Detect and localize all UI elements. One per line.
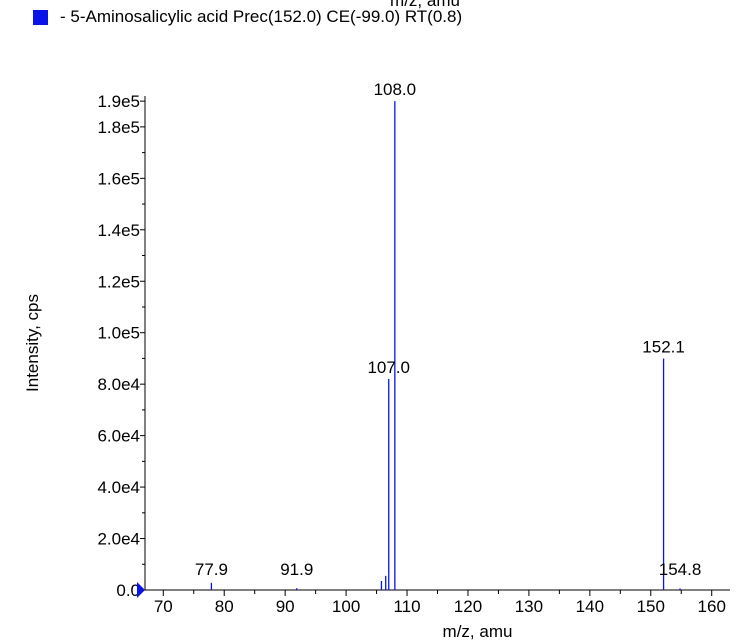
peak-label: 152.1 [642,337,685,356]
y-tick-label: 6.0e4 [97,427,140,446]
y-tick-label: 0.0 [116,581,140,600]
x-tick-label: 140 [576,597,604,616]
x-tick-label: 110 [393,597,420,616]
peak-label: 154.8 [659,560,702,579]
y-axis-title: Intensity, cps [23,294,42,392]
x-tick-label: 130 [515,597,543,616]
y-tick-label: 8.0e4 [97,375,140,394]
x-tick-label: 160 [698,597,726,616]
x-tick-label: 120 [454,597,482,616]
x-tick-label: 70 [154,597,173,616]
peak-label: 77.9 [195,560,228,579]
baseline-marker-icon [137,582,145,598]
x-tick-label: 100 [332,597,360,616]
legend-swatch [33,9,48,25]
legend: - 5-Aminosalicylic acid Prec(152.0) CE(-… [33,7,462,27]
x-tick-label: 150 [637,597,665,616]
y-tick-label: 1.0e5 [97,324,140,343]
cut-off-axis-title: m/z, amu [390,0,460,10]
y-tick-label: 1.4e5 [97,221,140,240]
legend-label: - 5-Aminosalicylic acid Prec(152.0) CE(-… [60,7,463,26]
peak-label: 108.0 [374,80,417,99]
y-tick-label: 1.2e5 [97,272,140,291]
x-tick-label: 90 [276,597,295,616]
peak-label: 107.0 [367,358,410,377]
y-tick-label: 1.8e5 [97,118,140,137]
peak-label: 91.9 [280,560,313,579]
x-axis-title: m/z, amu [443,622,513,641]
y-tick-label: 1.9e5 [97,92,140,111]
y-tick-label: 2.0e4 [97,530,140,549]
y-tick-label: 1.6e5 [97,169,140,188]
x-tick-label: 80 [215,597,234,616]
y-tick-label: 4.0e4 [97,478,140,497]
